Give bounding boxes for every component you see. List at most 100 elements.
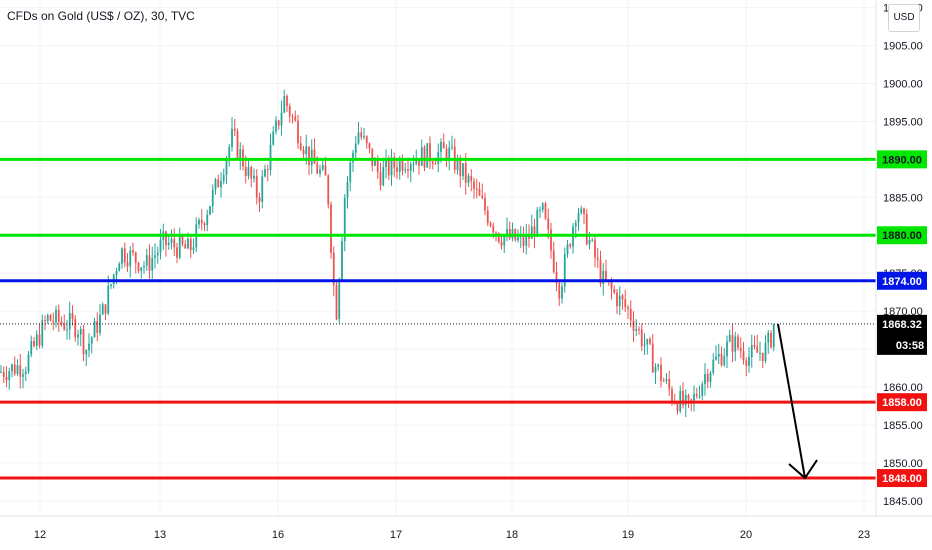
candle-body xyxy=(398,160,401,172)
candle-body xyxy=(574,222,577,227)
candle-body xyxy=(503,236,506,246)
candle-body xyxy=(772,323,775,348)
candle-body xyxy=(646,338,649,345)
candle-body xyxy=(629,308,632,321)
level-badge xyxy=(877,393,927,412)
price-tick-label: 1895.00 xyxy=(883,116,923,128)
candle-body xyxy=(82,329,85,355)
candle-body xyxy=(522,234,525,246)
candle-body xyxy=(321,165,324,170)
price-axis[interactable] xyxy=(876,0,932,516)
arrow-shaft xyxy=(777,323,806,479)
candle-body xyxy=(167,242,170,245)
candle-body xyxy=(541,203,544,210)
candle-body xyxy=(46,315,49,322)
candle-body xyxy=(343,197,346,242)
level-badge xyxy=(877,150,927,169)
candle-body xyxy=(684,395,687,406)
last-price-label: 1868.32 xyxy=(882,319,922,331)
candle-body xyxy=(200,219,203,224)
price-levels xyxy=(0,157,876,480)
candle-body xyxy=(134,252,137,263)
candle-body xyxy=(346,182,349,198)
candle-body xyxy=(583,208,585,215)
candle-body xyxy=(363,136,365,138)
candle-body xyxy=(525,234,528,246)
candle-body xyxy=(189,238,192,251)
candle-body xyxy=(407,169,409,171)
candle-body xyxy=(269,144,272,171)
candle-body xyxy=(57,309,60,322)
candle-body xyxy=(404,169,407,171)
candle-body xyxy=(640,329,643,347)
candle-body xyxy=(178,235,181,258)
candle-body xyxy=(140,267,143,272)
candle-body xyxy=(748,357,750,366)
candle-body xyxy=(291,116,294,118)
candle-body xyxy=(599,259,602,284)
candle-body xyxy=(517,237,519,241)
candle-body xyxy=(239,149,242,159)
price-tick-label: 1860.00 xyxy=(883,382,923,394)
candle-body xyxy=(332,252,335,285)
candle-body xyxy=(275,120,277,132)
currency-button[interactable]: USD xyxy=(888,4,920,32)
candle-body xyxy=(657,364,660,367)
candle-body xyxy=(662,380,665,382)
candle-body xyxy=(305,146,308,155)
candle-body xyxy=(148,255,151,271)
candle-body xyxy=(101,304,104,315)
candle-body xyxy=(288,106,291,117)
candle-body xyxy=(660,364,662,381)
candle-body xyxy=(528,234,530,239)
candle-body xyxy=(739,347,742,352)
candle-body xyxy=(731,334,734,352)
candle-body xyxy=(299,143,302,150)
candle-body xyxy=(500,241,503,246)
candle-body xyxy=(649,338,651,344)
candle-body xyxy=(613,289,616,293)
candle-body xyxy=(511,229,514,239)
candle-body xyxy=(253,175,255,179)
countdown-label: 03:58 xyxy=(896,340,924,352)
candle-body xyxy=(536,209,539,237)
candle-body xyxy=(13,364,16,374)
candle-body xyxy=(539,209,541,211)
candle-body xyxy=(409,164,412,171)
candle-body xyxy=(349,162,352,183)
candle-body xyxy=(486,210,489,224)
candle-body xyxy=(709,372,712,382)
candle-body xyxy=(418,159,420,166)
candle-body xyxy=(198,219,200,225)
candle-body xyxy=(690,399,693,401)
candle-body xyxy=(154,255,156,258)
candle-body xyxy=(360,132,363,138)
candle-body xyxy=(324,165,327,176)
candle-body xyxy=(764,342,767,361)
candle-body xyxy=(93,320,96,338)
candle-body xyxy=(214,179,217,190)
candle-body xyxy=(533,226,536,237)
candle-body xyxy=(508,229,511,239)
candle-body xyxy=(561,286,563,299)
candle-body xyxy=(266,169,269,171)
candle-body xyxy=(88,343,90,351)
candle-body xyxy=(233,128,236,132)
forecast-arrow xyxy=(777,323,818,480)
candle-body xyxy=(676,403,679,412)
candle-body xyxy=(396,167,398,172)
candle-body xyxy=(682,390,684,406)
candle-body xyxy=(770,332,772,348)
candle-body xyxy=(379,172,382,186)
level-badge-label: 1890.00 xyxy=(882,154,922,166)
price-tick-label: 1845.00 xyxy=(883,496,923,508)
candle-body xyxy=(107,285,110,314)
candle-body xyxy=(550,229,552,251)
candle-body xyxy=(49,315,52,321)
candle-body xyxy=(354,143,357,153)
candle-body xyxy=(401,160,404,171)
time-axis-labels[interactable]: 12 13 16 17 18 19 20 23 xyxy=(34,529,870,541)
candle-body xyxy=(71,312,74,320)
candle-body xyxy=(118,263,121,272)
